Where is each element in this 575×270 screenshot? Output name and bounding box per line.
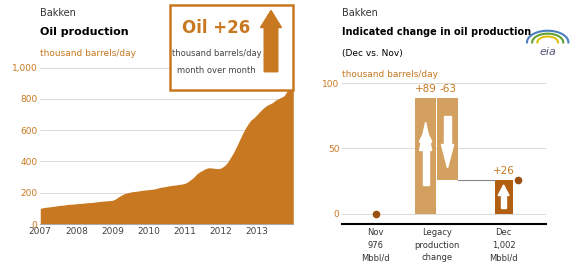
Text: thousand barrels/day: thousand barrels/day — [342, 70, 438, 79]
Polygon shape — [420, 122, 432, 150]
Text: month over month: month over month — [177, 66, 256, 75]
Text: thousand barrels/day: thousand barrels/day — [40, 49, 136, 58]
FancyArrow shape — [260, 11, 282, 72]
Text: Bakken: Bakken — [342, 8, 378, 18]
Text: -63: -63 — [439, 84, 456, 94]
FancyBboxPatch shape — [170, 5, 293, 90]
Text: +89: +89 — [415, 84, 436, 94]
Bar — [494, 180, 513, 214]
Polygon shape — [423, 150, 428, 185]
Bar — [437, 97, 458, 180]
Text: Oil production: Oil production — [40, 27, 129, 37]
Text: Oil +26: Oil +26 — [182, 19, 251, 36]
Text: Indicated change in oil production: Indicated change in oil production — [342, 27, 531, 37]
Text: eia: eia — [539, 47, 556, 57]
Polygon shape — [498, 185, 509, 195]
Polygon shape — [442, 144, 454, 168]
Text: (Dec vs. Nov): (Dec vs. Nov) — [342, 49, 403, 58]
Text: +26: +26 — [493, 166, 515, 176]
Text: Bakken: Bakken — [40, 8, 76, 18]
Polygon shape — [501, 195, 507, 208]
Text: thousand barrels/day: thousand barrels/day — [172, 49, 262, 58]
Bar — [415, 97, 436, 214]
Polygon shape — [444, 116, 451, 144]
